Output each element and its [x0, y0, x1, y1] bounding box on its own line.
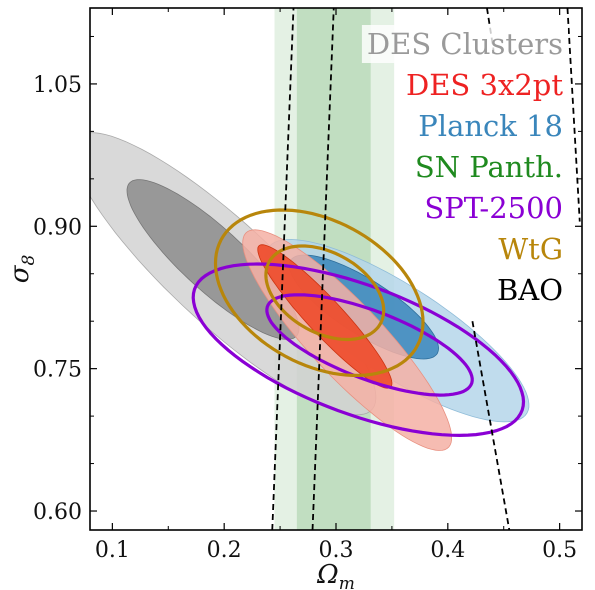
legend-entry-planck-18: Planck 18: [418, 109, 563, 143]
legend-entry-bg: [493, 230, 568, 268]
y-axis-title-sub: 8: [19, 255, 39, 266]
x-axis-title-main: Ω: [316, 560, 339, 590]
legend-entry-bg: [491, 271, 568, 309]
legend-entry-bg: [413, 107, 568, 145]
legend-entry-bg: [401, 66, 569, 104]
bao-dashed-line-3: [471, 321, 511, 530]
x-tick-label: 0.3: [319, 538, 354, 563]
x-axis-title-sub: m: [339, 574, 355, 590]
x-tick-label: 0.2: [207, 538, 242, 563]
legend-entry-bg: [419, 189, 568, 227]
legend-entry-bg: [409, 148, 568, 186]
legend-entry-bao: BAO: [497, 273, 563, 307]
y-axis-title: σ8: [5, 255, 39, 284]
legend-entry-des-3x2pt: DES 3x2pt: [406, 68, 563, 102]
y-tick-label: 0.90: [33, 215, 82, 240]
y-tick-label: 1.05: [33, 73, 82, 98]
legend-entry-spt-2500: SPT-2500: [424, 191, 563, 225]
legend-entry-des-clusters: DES Clusters: [367, 27, 563, 61]
spt-2500-contour-1sigma: [265, 293, 474, 397]
legend-entry-sn-panth: SN Panth.: [415, 150, 563, 184]
x-tick-label: 0.1: [95, 538, 130, 563]
bao-dashed-line-5: [566, 8, 581, 222]
axis-ticks: 0.1 0.2 0.3 0.4 0.5 0.60 0.75 0.90 1.05: [33, 8, 582, 563]
x-tick-label: 0.4: [430, 538, 465, 563]
y-tick-label: 0.75: [33, 358, 82, 383]
legend-entry-wtg: WtG: [498, 232, 563, 266]
y-axis-title-main: σ: [5, 264, 35, 283]
bao-dashed-line-1: [271, 8, 295, 530]
x-axis-title: Ωm: [316, 560, 355, 590]
des-3x2pt-contour-1sigma: [257, 244, 393, 389]
spt-2500-contour-2sigma: [191, 262, 526, 438]
x-tick-label: 0.5: [542, 538, 577, 563]
y-tick-label: 0.60: [33, 500, 82, 525]
wtg-contour-1sigma: [264, 244, 386, 342]
bao-dashed-line-2: [311, 8, 335, 530]
legend: DES Clusters DES 3x2pt Planck 18 SN Panth. S…: [361, 25, 569, 309]
legend-entry-bg: [361, 25, 568, 63]
